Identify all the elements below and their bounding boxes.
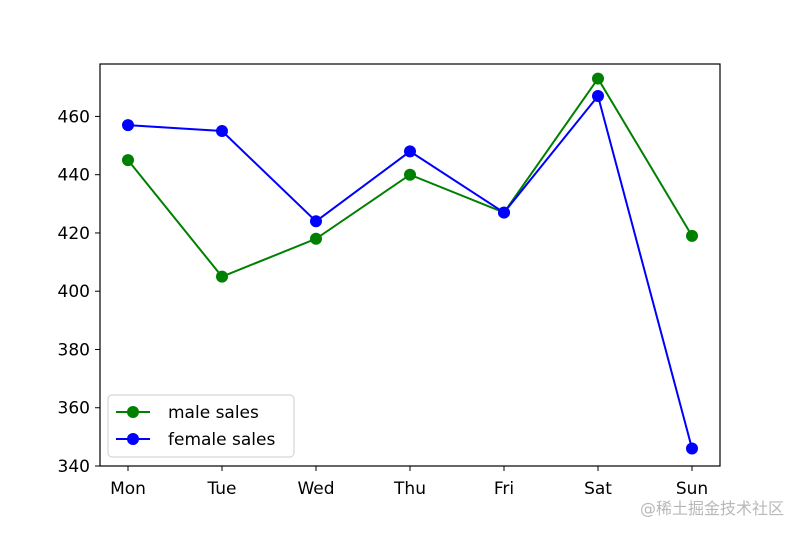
x-tick-label: Tue [206, 479, 236, 499]
x-tick-label: Sat [584, 479, 612, 499]
x-tick-label: Fri [494, 479, 514, 499]
y-tick-label: 400 [58, 282, 90, 302]
y-tick-label: 460 [58, 107, 90, 127]
y-tick-label: 340 [58, 457, 90, 477]
legend-entry: female sales [116, 430, 275, 450]
legend-entry: male sales [116, 403, 259, 423]
data-point [404, 145, 416, 158]
x-tick-label: Thu [393, 479, 426, 499]
legend-marker [127, 406, 139, 418]
data-point [686, 229, 698, 242]
x-tick-label: Wed [297, 479, 334, 499]
data-point [216, 270, 228, 283]
data-point [216, 125, 228, 137]
data-point [498, 206, 510, 219]
x-axis: Mon Tue Wed Thu Fri Sat Sun [110, 466, 708, 499]
legend-box [107, 394, 295, 458]
data-point [404, 168, 416, 181]
x-tick-label: Mon [110, 479, 146, 499]
legend-label: male sales [168, 403, 259, 423]
data-point [592, 90, 604, 103]
data-point [122, 119, 134, 132]
y-tick-label: 360 [58, 399, 90, 419]
watermark-text: @稀土掘金技术社区 [639, 499, 784, 518]
data-point [592, 72, 604, 85]
y-axis: 340 360 380 400 420 440 460 [58, 107, 100, 477]
series-layer [122, 72, 698, 455]
y-tick-label: 380 [58, 340, 90, 360]
y-tick-label: 440 [58, 166, 90, 186]
data-point [310, 215, 322, 228]
data-point [122, 154, 134, 167]
x-tick-label: Sun [676, 479, 708, 499]
data-point [310, 232, 322, 245]
y-tick-label: 420 [58, 224, 90, 244]
legend-label: female sales [168, 430, 275, 450]
data-point [686, 442, 698, 455]
legend: male sales female sales [107, 394, 295, 458]
series-0 [122, 72, 698, 283]
legend-marker [127, 433, 139, 445]
series-1 [122, 90, 698, 455]
